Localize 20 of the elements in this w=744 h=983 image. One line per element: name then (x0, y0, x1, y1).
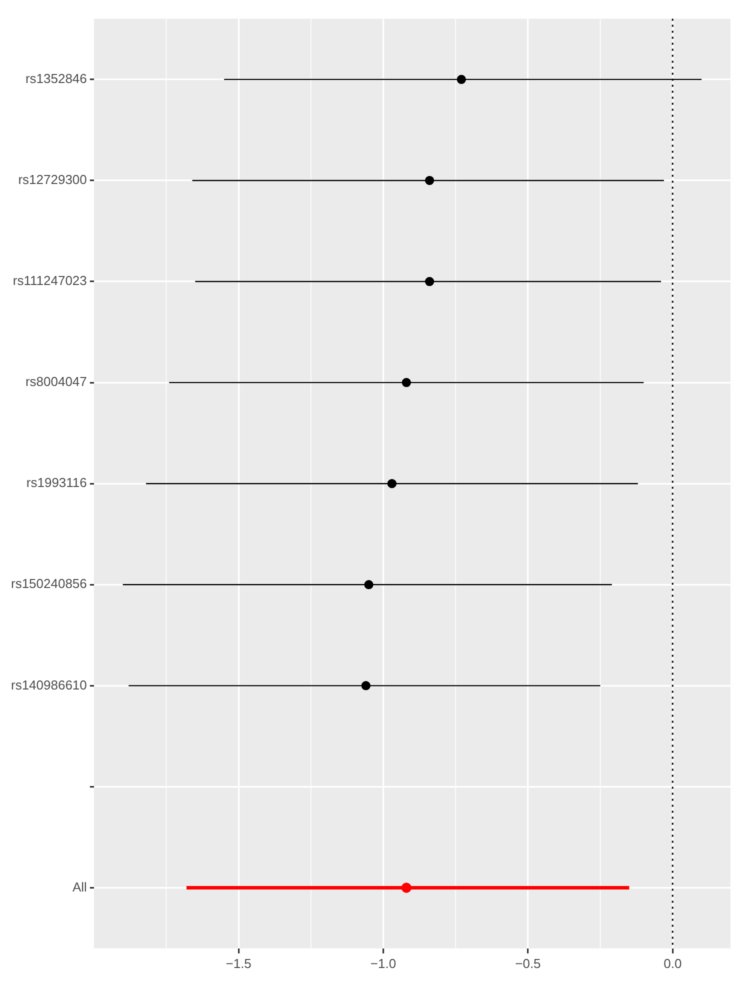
x-tick-label: 0.0 (664, 956, 682, 971)
point (425, 176, 434, 185)
y-tick-label: rs1993116 (26, 475, 87, 490)
x-tick-label: −0.5 (515, 956, 541, 971)
y-tick-label: All (72, 879, 88, 894)
point (456, 74, 466, 84)
point (364, 580, 374, 590)
x-tick-label: −1.5 (226, 956, 252, 971)
y-tick-label: rs8004047 (25, 374, 87, 390)
y-tick-label: rs1352846 (25, 71, 87, 86)
y-tick-label: rs140986610 (10, 677, 87, 692)
x-tick-label: −1.0 (370, 956, 396, 971)
point (387, 479, 396, 488)
y-tick-label: rs12729300 (18, 172, 87, 188)
y-tick-label: rs111247023 (12, 273, 87, 288)
point (401, 882, 412, 893)
point (402, 378, 411, 388)
y-tick-label: rs150240856 (10, 576, 87, 592)
point (361, 681, 370, 690)
point (425, 277, 434, 286)
